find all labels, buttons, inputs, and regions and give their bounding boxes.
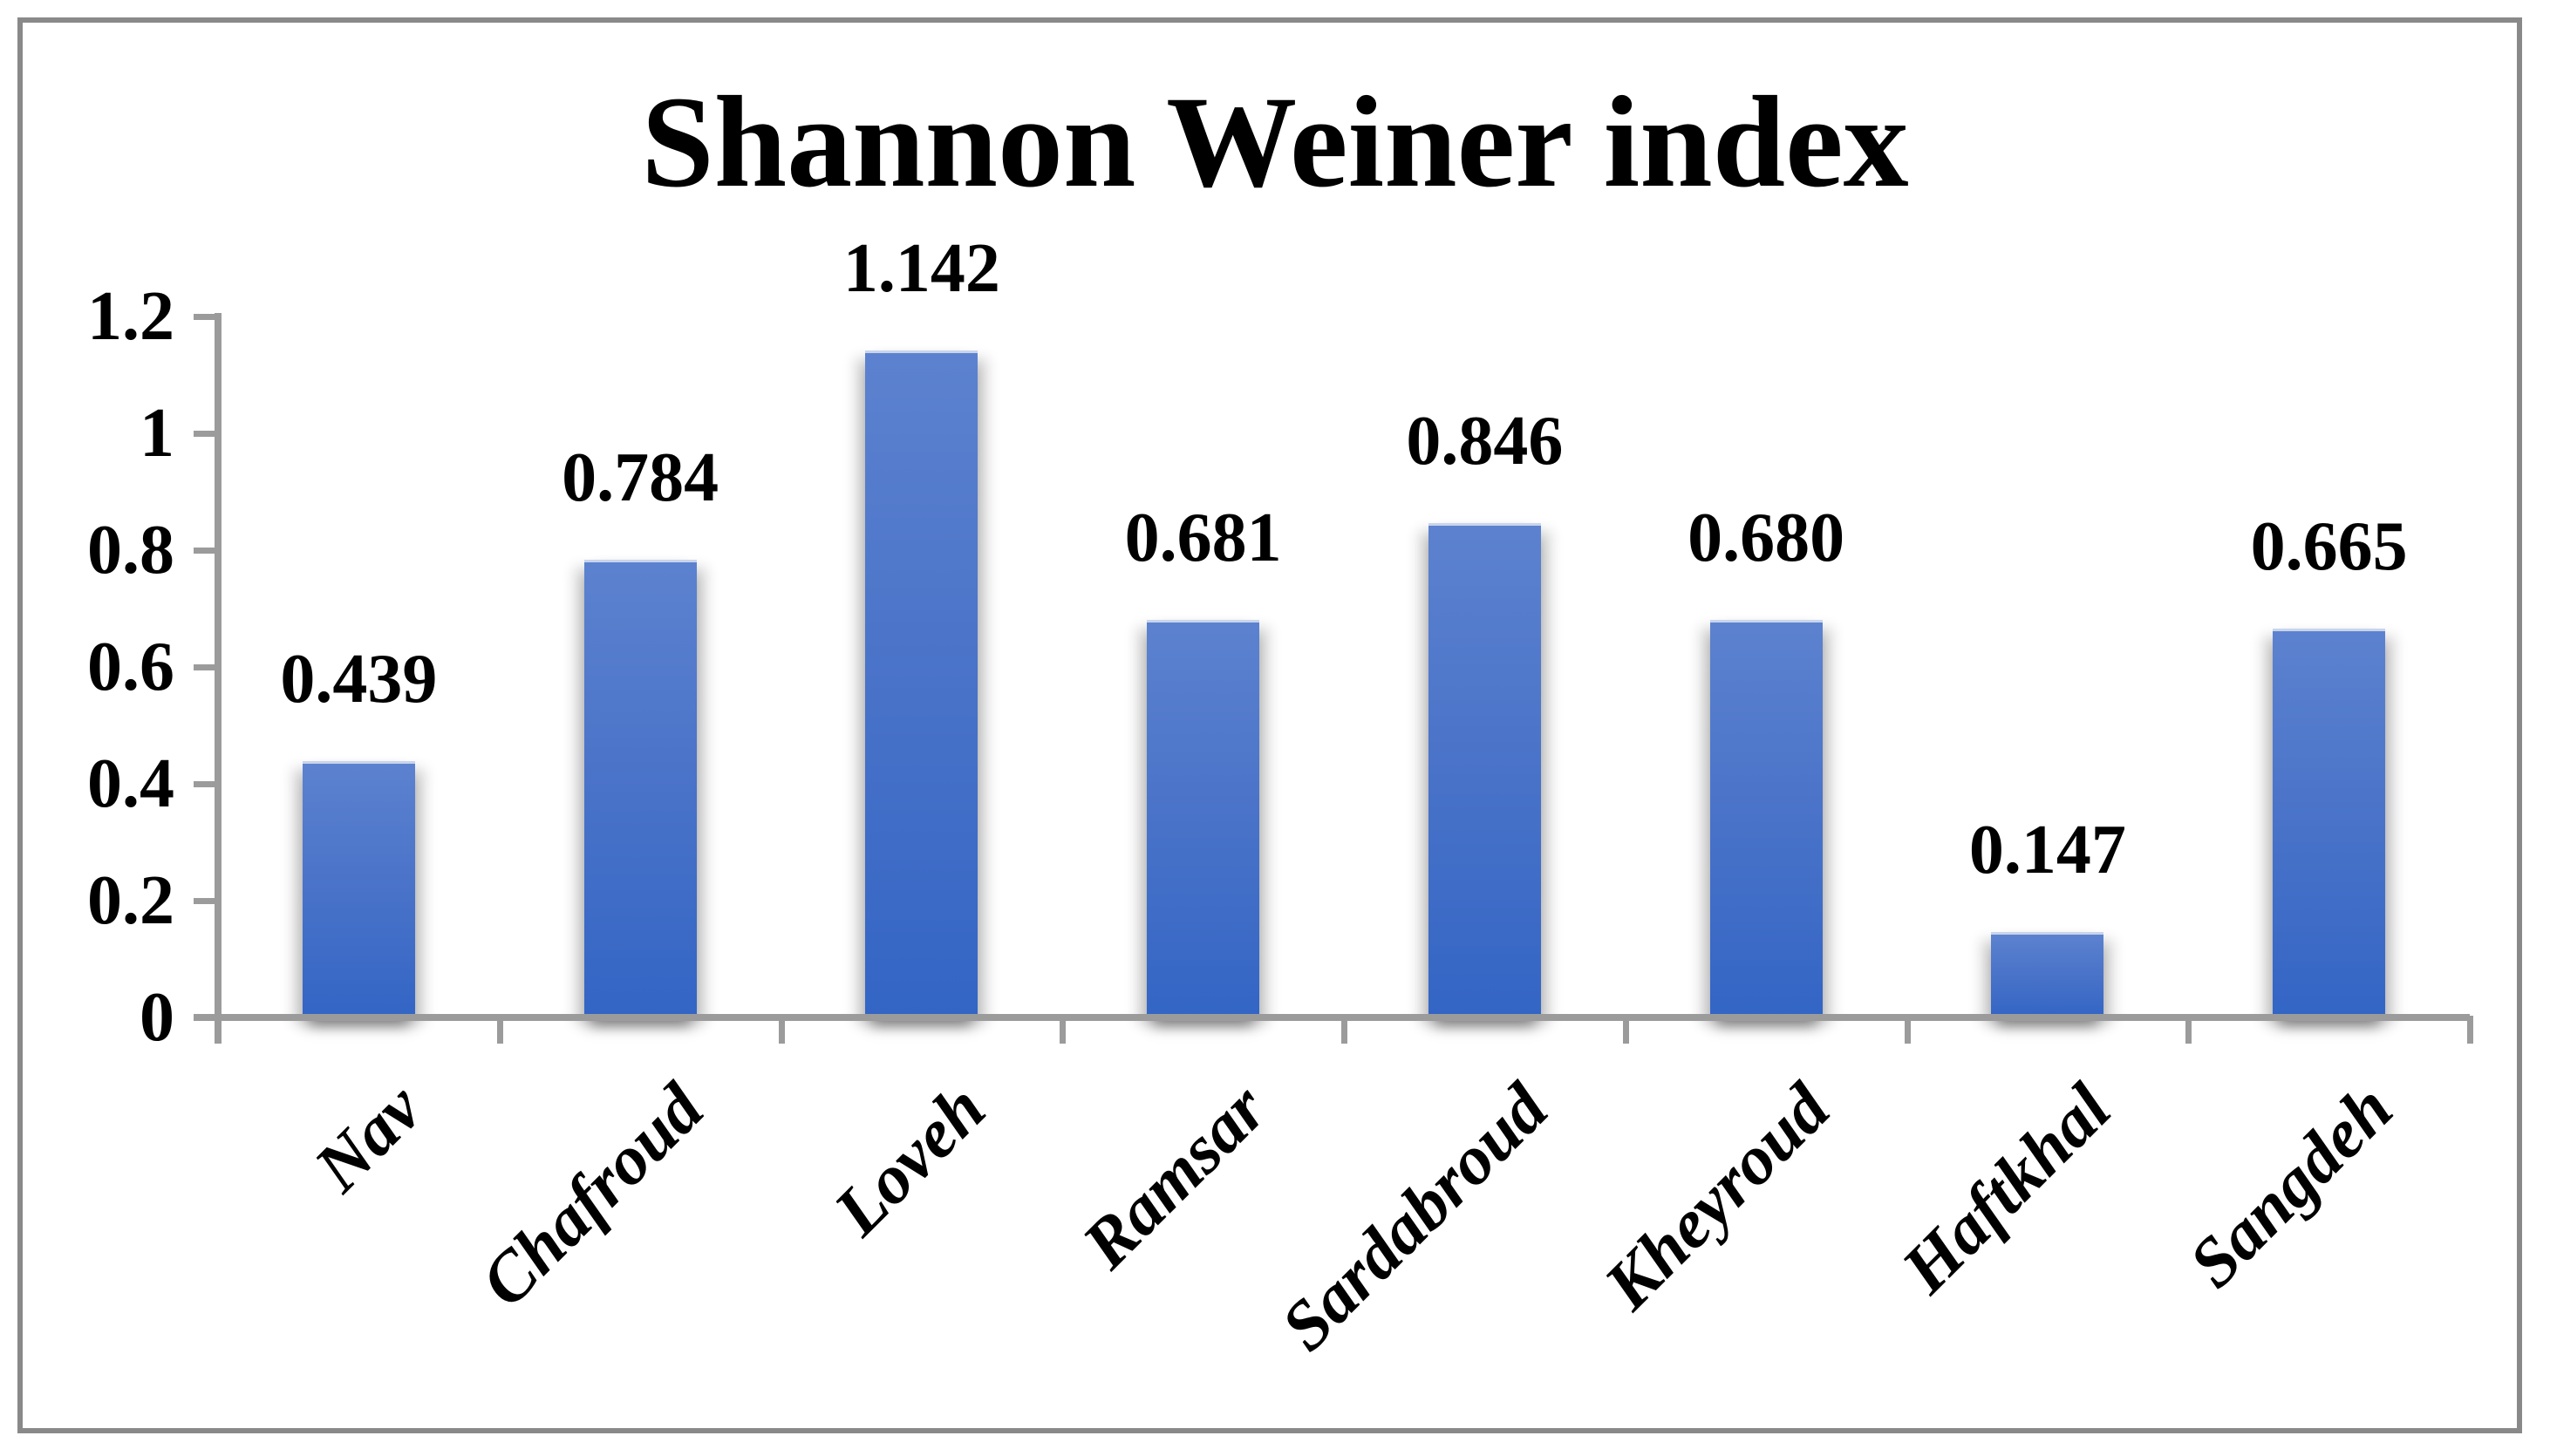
x-axis-tick xyxy=(1622,1016,1629,1044)
y-axis-tick xyxy=(194,781,220,787)
x-axis-tick xyxy=(215,1016,222,1044)
y-axis-line xyxy=(215,313,222,1044)
value-label: 0.665 xyxy=(2250,508,2408,586)
x-axis-tick xyxy=(1060,1016,1067,1044)
y-axis-tick-label: 0.6 xyxy=(87,629,174,705)
y-axis-tick xyxy=(194,431,220,437)
bar-chafroud xyxy=(583,559,697,1017)
value-label: 1.142 xyxy=(842,229,1000,307)
x-axis-tick xyxy=(2185,1016,2192,1044)
chart-border-frame xyxy=(17,17,2522,1433)
bar-loveh xyxy=(865,350,978,1017)
y-axis-tick-label: 0.8 xyxy=(87,512,174,589)
value-label: 0.846 xyxy=(1406,403,1564,480)
x-axis-line xyxy=(194,1014,2470,1021)
bar-sardabroud xyxy=(1428,523,1541,1017)
y-axis-tick-label: 0.2 xyxy=(87,862,174,939)
x-axis-tick xyxy=(2467,1016,2473,1044)
x-axis-tick xyxy=(1904,1016,1911,1044)
x-axis-tick xyxy=(778,1016,785,1044)
x-axis-tick xyxy=(1341,1016,1347,1044)
bar-sangdeh xyxy=(2273,629,2386,1017)
value-label: 0.147 xyxy=(1968,811,2126,888)
y-axis-tick-label: 1.2 xyxy=(87,278,174,355)
y-axis-tick xyxy=(194,314,220,320)
y-axis-tick-label: 0.4 xyxy=(87,745,174,822)
y-axis-tick xyxy=(194,664,220,670)
value-label: 0.680 xyxy=(1688,500,1845,577)
chart-title: Shannon Weiner index xyxy=(641,70,1909,214)
value-label: 0.681 xyxy=(1124,499,1282,576)
bar-ramsar xyxy=(1147,619,1260,1017)
bar-nav xyxy=(302,760,415,1017)
bar-kheyroud xyxy=(1709,620,1823,1017)
y-axis-tick xyxy=(194,548,220,554)
value-label: 0.439 xyxy=(280,640,438,718)
bar-haftkhal xyxy=(1991,931,2104,1017)
y-axis-tick-label: 0 xyxy=(140,979,174,1056)
x-axis-tick xyxy=(496,1016,503,1044)
y-axis-tick xyxy=(194,898,220,904)
y-axis-tick-label: 1 xyxy=(140,395,174,472)
value-label: 0.784 xyxy=(562,439,719,516)
